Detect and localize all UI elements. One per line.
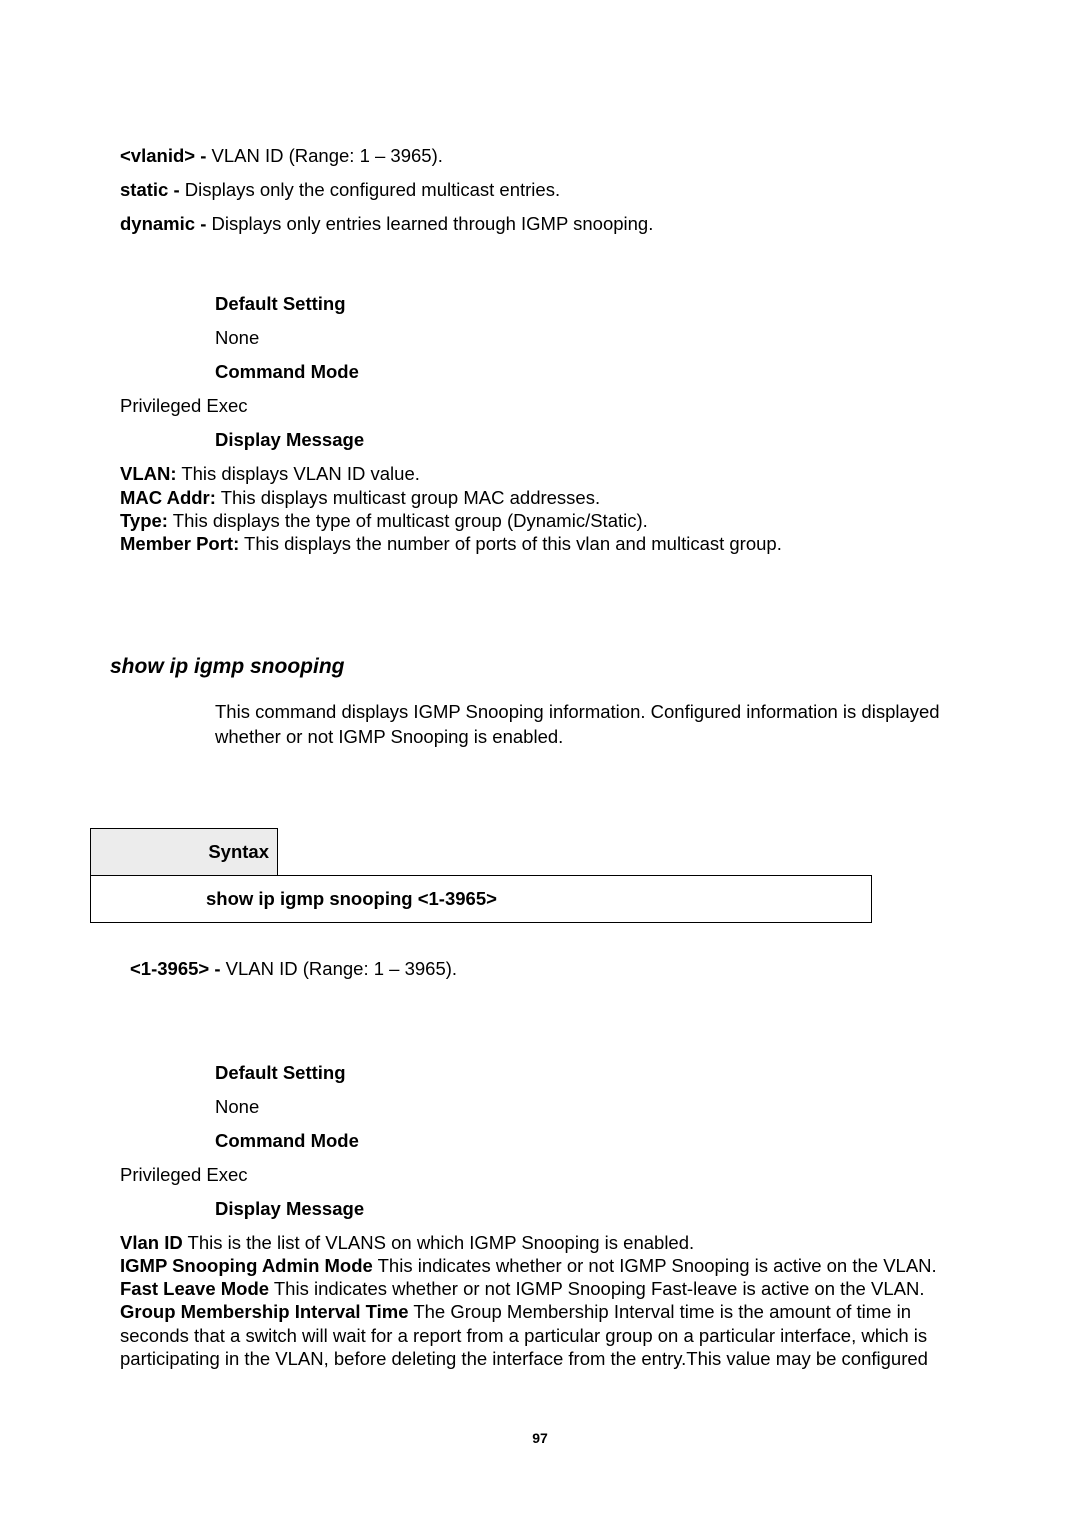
param-line: <vlanid> - VLAN ID (Range: 1 – 3965). — [120, 144, 960, 168]
msg-line: Fast Leave Mode This indicates whether o… — [120, 1277, 960, 1300]
msg-line: Vlan ID This is the list of VLANS on whi… — [120, 1231, 960, 1254]
msg-desc: This indicates whether or not IGMP Snoop… — [269, 1278, 924, 1299]
msg-line: Group Membership Interval Time The Group… — [120, 1300, 960, 1369]
display-message-heading: Display Message — [215, 1197, 960, 1221]
command-mode-heading: Command Mode — [215, 1129, 960, 1153]
syntax-blank-cell — [278, 828, 872, 875]
msg-desc: This displays the type of multicast grou… — [168, 510, 648, 531]
msg-name: MAC Addr: — [120, 487, 216, 508]
syntax-label-cell: Syntax — [91, 828, 278, 875]
msg-line: IGMP Snooping Admin Mode This indicates … — [120, 1254, 960, 1277]
default-setting-heading: Default Setting — [215, 292, 960, 316]
page-number: 97 — [120, 1430, 960, 1446]
msg-desc: This displays the number of ports of thi… — [239, 533, 782, 554]
command-mode-heading: Command Mode — [215, 360, 960, 384]
default-setting-value: None — [215, 326, 960, 350]
msg-desc: This displays multicast group MAC addres… — [216, 487, 600, 508]
default-setting-value: None — [215, 1095, 960, 1119]
syntax-command-cell: show ip igmp snooping <1-3965> — [91, 875, 872, 922]
section-description: This command displays IGMP Snooping info… — [215, 700, 960, 750]
msg-name: Member Port: — [120, 533, 239, 554]
msg-name: Vlan ID — [120, 1232, 183, 1253]
display-message-heading: Display Message — [215, 428, 960, 452]
msg-line: Type: This displays the type of multicas… — [120, 509, 960, 532]
default-setting-heading: Default Setting — [215, 1061, 960, 1085]
section-title: show ip igmp snooping — [110, 655, 960, 679]
param-desc: Displays only entries learned through IG… — [206, 213, 653, 234]
param-name: static - — [120, 179, 180, 200]
param-name: dynamic - — [120, 213, 206, 234]
msg-name: Type: — [120, 510, 168, 531]
command-mode-value: Privileged Exec — [120, 1163, 960, 1187]
msg-name: Fast Leave Mode — [120, 1278, 269, 1299]
msg-name: Group Membership Interval Time — [120, 1301, 409, 1322]
msg-name: VLAN: — [120, 463, 177, 484]
param-line: <1-3965> - VLAN ID (Range: 1 – 3965). — [130, 957, 960, 981]
param-line: static - Displays only the configured mu… — [120, 178, 960, 202]
param-name: <vlanid> - — [120, 145, 206, 166]
param-line: dynamic - Displays only entries learned … — [120, 212, 960, 236]
command-mode-value: Privileged Exec — [120, 394, 960, 418]
msg-desc: This indicates whether or not IGMP Snoop… — [373, 1255, 937, 1276]
param-desc: Displays only the configured multicast e… — [180, 179, 560, 200]
param-name: <1-3965> - — [130, 958, 221, 979]
msg-desc: This displays VLAN ID value. — [177, 463, 420, 484]
syntax-table: Syntax show ip igmp snooping <1-3965> — [90, 828, 872, 923]
param-desc: VLAN ID (Range: 1 – 3965). — [206, 145, 443, 166]
msg-line: VLAN: This displays VLAN ID value. — [120, 462, 960, 485]
msg-line: Member Port: This displays the number of… — [120, 532, 960, 555]
msg-desc: This is the list of VLANS on which IGMP … — [183, 1232, 694, 1253]
param-desc: VLAN ID (Range: 1 – 3965). — [221, 958, 458, 979]
document-page: <vlanid> - VLAN ID (Range: 1 – 3965). st… — [0, 0, 1080, 1520]
msg-line: MAC Addr: This displays multicast group … — [120, 486, 960, 509]
msg-name: IGMP Snooping Admin Mode — [120, 1255, 373, 1276]
